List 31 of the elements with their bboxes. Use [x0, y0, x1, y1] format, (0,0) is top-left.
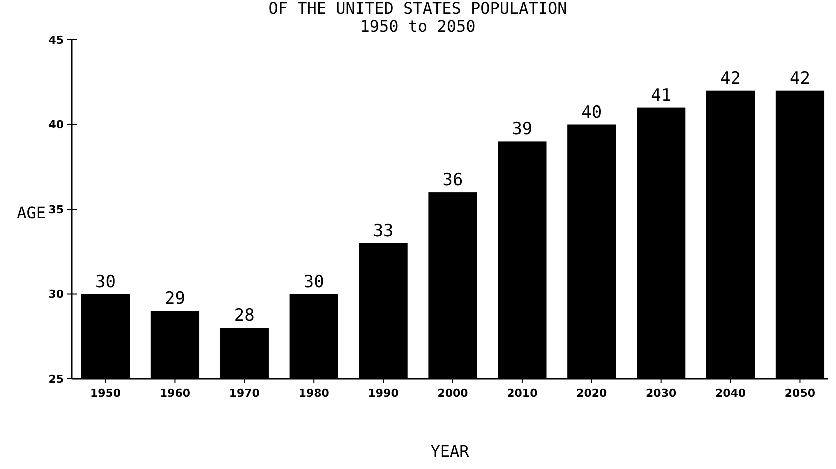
y-axis-title: AGE	[17, 204, 46, 222]
data-label: 29	[164, 289, 186, 310]
x-tick-label: 1980	[298, 387, 330, 400]
y-tick-label: 30	[48, 288, 64, 302]
x-tick-label: 2050	[784, 387, 816, 400]
y-tick-label: 45	[48, 34, 64, 47]
x-tick-label: 1970	[229, 387, 260, 400]
data-label: 28	[234, 306, 255, 326]
x-tick-label: 2000	[438, 387, 469, 400]
data-label: 39	[512, 120, 533, 140]
x-tick-label: 2020	[576, 387, 608, 400]
data-label: 33	[373, 221, 394, 242]
data-label: 41	[651, 86, 672, 106]
chart-subtitle: 1950 to 2050	[360, 17, 476, 36]
data-label: 36	[442, 170, 464, 191]
x-tick-label: 1950	[90, 387, 122, 400]
x-tick-label: 2030	[646, 387, 677, 400]
x-tick-label: 1990	[368, 387, 400, 400]
y-tick-label: 25	[48, 372, 64, 386]
data-label: 42	[790, 68, 810, 89]
x-tick-label: 1960	[160, 387, 191, 400]
y-tick-label: 35	[48, 203, 64, 216]
y-tick-label: 40	[48, 118, 64, 132]
data-label: 30	[96, 272, 116, 292]
data-label: 40	[582, 102, 602, 123]
x-tick-label: 2040	[715, 387, 746, 400]
x-axis-title: YEAR	[430, 442, 470, 461]
chart-title: OF THE UNITED STATES POPULATION	[268, 0, 568, 18]
data-label: 42	[720, 68, 742, 89]
data-label: 30	[304, 272, 324, 292]
x-tick-label: 2010	[507, 387, 538, 400]
